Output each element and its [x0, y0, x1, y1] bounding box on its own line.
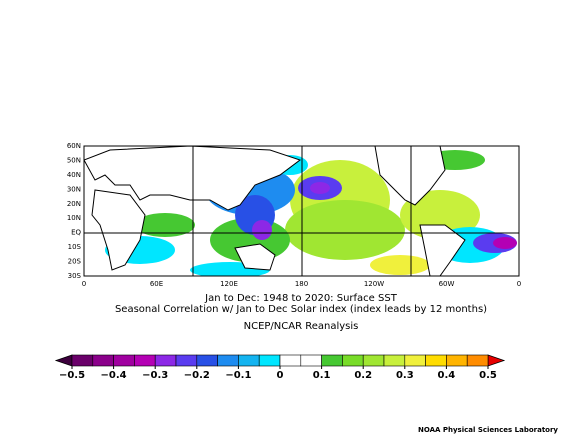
- colorbar-over: [487, 354, 506, 367]
- lat-label: 60N: [67, 142, 81, 150]
- colorbar-tick-label: 0.3: [396, 370, 414, 381]
- colorbar-tick-label: 0: [277, 370, 284, 381]
- colorbar-tick-label: 0.1: [313, 370, 331, 381]
- lon-label: 60W: [439, 280, 455, 288]
- colorbar-segment: [321, 354, 343, 367]
- colorbar-tick-label: 0.2: [354, 370, 372, 381]
- colorbar-tick-label: −0.5: [59, 370, 85, 381]
- lat-label: EQ: [71, 229, 81, 237]
- map-frame: [83, 145, 520, 277]
- colorbar-tick-label: −0.3: [142, 370, 168, 381]
- credit: NOAA Physical Sciences Laboratory: [418, 426, 558, 434]
- colorbar-segment: [404, 354, 426, 367]
- lat-label: 30S: [68, 272, 82, 280]
- lon-label: 0: [517, 280, 521, 288]
- colorbar-segment: [425, 354, 447, 367]
- colorbar-segment: [154, 354, 177, 367]
- colorbar-segment: [175, 354, 198, 367]
- colorbar-segment: [92, 354, 114, 367]
- colorbar-under: [54, 354, 73, 367]
- colorbar-tick-label: −0.2: [184, 370, 210, 381]
- colorbar-segment: [71, 354, 94, 367]
- map-grid: [84, 146, 519, 276]
- colorbar-segment: [300, 354, 322, 367]
- colorbar-tick-label: 0.5: [479, 370, 497, 381]
- colorbar-tick-label: −0.4: [101, 370, 127, 381]
- colorbar-segment: [446, 354, 468, 367]
- colorbar-tick-label: −0.1: [225, 370, 251, 381]
- lat-label: 30N: [67, 185, 81, 193]
- lon-label: 120E: [220, 280, 238, 288]
- colorbar-segment: [279, 354, 302, 367]
- lon-label: 120W: [364, 280, 384, 288]
- colorbar-tick-label: 0.4: [438, 370, 456, 381]
- lat-label: 10N: [67, 214, 81, 222]
- lon-label: 60E: [150, 280, 163, 288]
- lat-label: 20S: [68, 258, 82, 266]
- colorbar-segment: [238, 354, 260, 367]
- lat-label: 40N: [67, 171, 81, 179]
- colorbar-segment: [196, 354, 218, 367]
- colorbar-segment: [258, 354, 281, 367]
- colorbar-segment: [134, 354, 156, 367]
- colorbar-segment: [217, 354, 239, 367]
- lat-label: 50N: [67, 156, 81, 164]
- lon-label: 0: [82, 280, 86, 288]
- lat-label: 20N: [67, 200, 81, 208]
- data-source: NCEP/NCAR Reanalysis: [244, 321, 359, 332]
- colorbar-segment: [466, 354, 489, 367]
- colorbar-segment: [383, 354, 406, 367]
- map-subtitle: Seasonal Correlation w/ Jan to Dec Solar…: [115, 304, 487, 315]
- colorbar-segment: [113, 354, 135, 367]
- colorbar-segment: [362, 354, 385, 367]
- lon-label: 180: [295, 280, 308, 288]
- colorbar-segment: [342, 354, 364, 367]
- map-title: Jan to Dec: 1948 to 2020: Surface SST: [204, 293, 398, 304]
- lat-label: 10S: [68, 243, 82, 251]
